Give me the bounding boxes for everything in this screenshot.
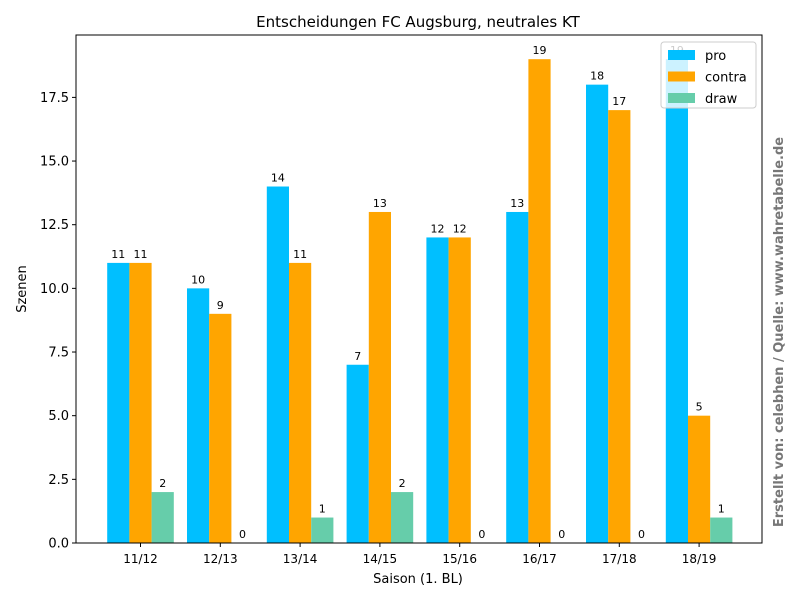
- bar-contra: [289, 262, 312, 543]
- bar-contra: [688, 415, 711, 543]
- y-tick-label: 17.5: [40, 91, 69, 106]
- legend-swatch-draw: [668, 93, 695, 103]
- data-label: 1: [319, 503, 326, 516]
- y-tick-label: 5.0: [48, 409, 69, 424]
- bar-draw: [391, 492, 414, 543]
- bar-pro: [187, 288, 210, 543]
- x-tick-label: 17/18: [602, 552, 637, 566]
- plot-frame: [75, 34, 763, 544]
- data-label: 0: [638, 528, 645, 541]
- bar-pro: [346, 364, 369, 543]
- data-label: 0: [239, 528, 246, 541]
- data-label: 5: [696, 401, 703, 414]
- bar-contra: [448, 237, 471, 543]
- data-label: 11: [293, 248, 307, 261]
- bar-pro: [665, 59, 688, 543]
- plot-area: 11101471213181911911131219175201200010.0…: [40, 34, 763, 566]
- y-tick-label: 2.5: [48, 473, 69, 488]
- bar-pro: [586, 84, 609, 544]
- data-label: 0: [478, 528, 485, 541]
- y-tick-label: 7.5: [48, 346, 69, 361]
- data-label: 2: [399, 477, 406, 490]
- data-label: 11: [111, 248, 125, 261]
- data-label: 14: [271, 172, 285, 185]
- bar-draw: [710, 517, 733, 543]
- data-label: 1: [718, 503, 725, 516]
- x-tick-label: 11/12: [123, 552, 158, 566]
- bar-pro: [506, 211, 529, 543]
- legend: pro contra draw: [660, 41, 757, 109]
- data-label: 10: [191, 273, 205, 286]
- bar-pro: [426, 237, 449, 543]
- bar-contra: [528, 59, 551, 543]
- bar-draw: [151, 492, 174, 543]
- y-tick-label: 12.5: [40, 218, 69, 233]
- data-label: 13: [373, 197, 387, 210]
- data-label: 9: [217, 299, 224, 312]
- y-tick-label: 0.0: [48, 537, 69, 552]
- data-label: 17: [612, 95, 626, 108]
- x-tick-label: 16/17: [522, 552, 557, 566]
- bar-draw: [311, 517, 334, 543]
- data-label: 19: [533, 44, 547, 57]
- bar-contra: [368, 211, 391, 543]
- x-tick-label: 12/13: [203, 552, 238, 566]
- data-label: 13: [510, 197, 524, 210]
- y-tick-label: 10.0: [40, 282, 69, 297]
- legend-label-contra: contra: [705, 71, 747, 86]
- x-tick-label: 13/14: [283, 552, 318, 566]
- x-tick-label: 14/15: [363, 552, 398, 566]
- bar-contra: [129, 262, 152, 543]
- legend-label-draw: draw: [705, 92, 738, 107]
- data-label: 7: [354, 350, 361, 363]
- data-label: 2: [159, 477, 166, 490]
- data-label: 18: [590, 70, 604, 83]
- bar-contra: [209, 313, 232, 543]
- data-label: 0: [558, 528, 565, 541]
- x-tick-label: 15/16: [442, 552, 477, 566]
- bar-contra: [608, 110, 631, 544]
- x-axis-label: Saison (1. BL): [373, 572, 463, 587]
- x-tick-label: 18/19: [682, 552, 717, 566]
- chart-title: Entscheidungen FC Augsburg, neutrales KT: [256, 13, 580, 31]
- legend-swatch-pro: [668, 50, 695, 60]
- bar-pro: [266, 186, 289, 543]
- y-axis-label: Szenen: [15, 265, 30, 313]
- y-tick-label: 15.0: [40, 155, 69, 170]
- data-label: 12: [431, 222, 445, 235]
- bar-pro: [107, 262, 130, 543]
- data-label: 11: [134, 248, 148, 261]
- legend-swatch-contra: [668, 71, 695, 82]
- legend-label-pro: pro: [705, 49, 726, 64]
- source-credit: Erstellt von: celebhen / Quelle: www.wah…: [772, 137, 787, 527]
- data-label: 12: [453, 222, 467, 235]
